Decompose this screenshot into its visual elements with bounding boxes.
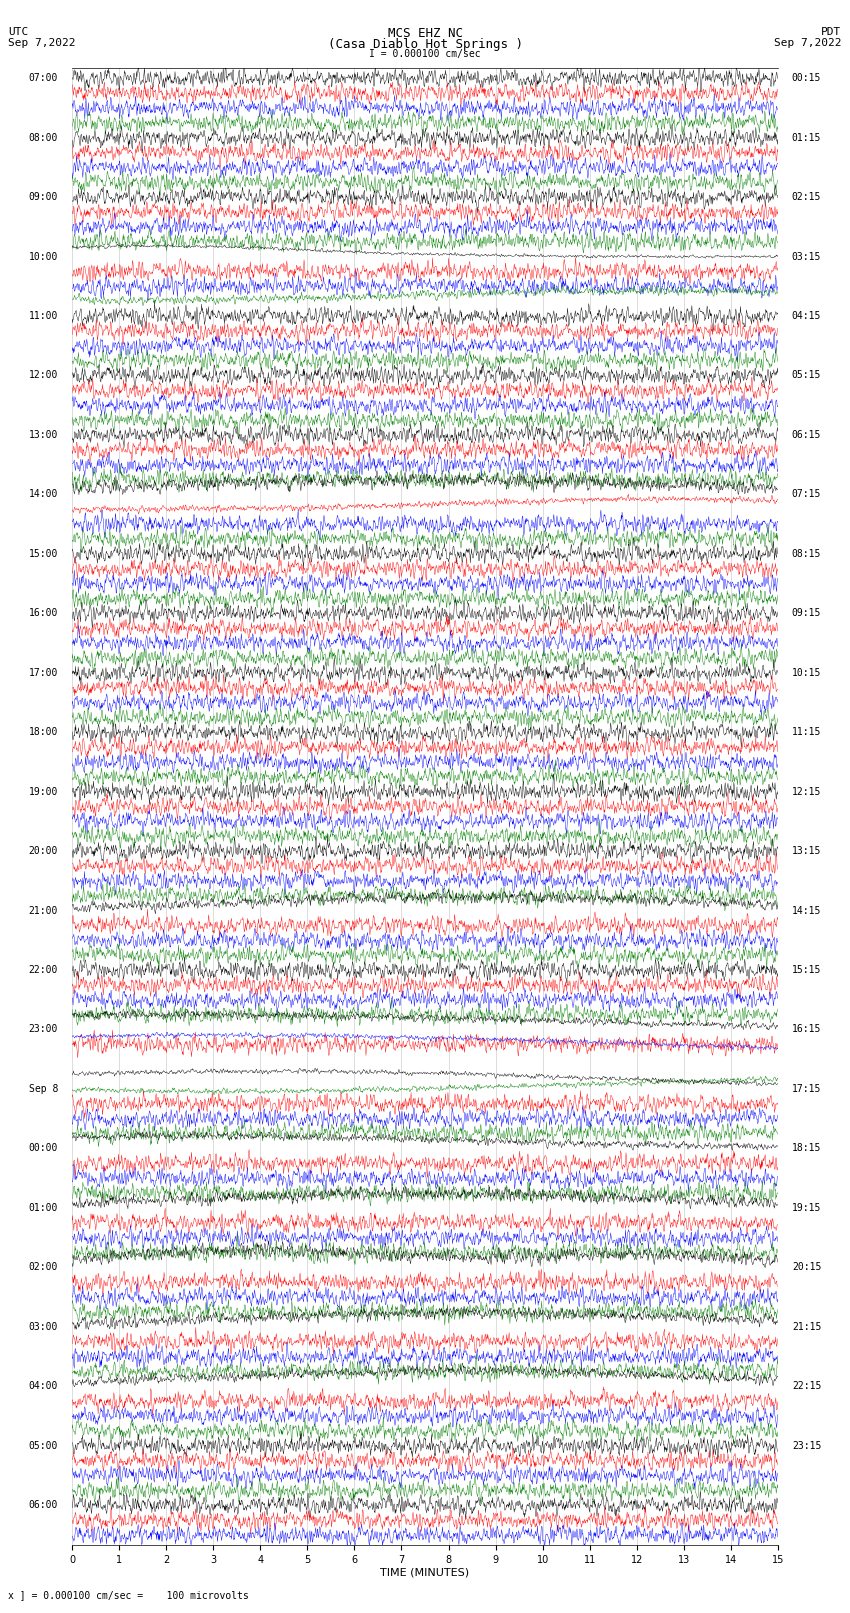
Text: 02:00: 02:00 bbox=[29, 1263, 58, 1273]
Text: Sep 7,2022: Sep 7,2022 bbox=[8, 37, 76, 48]
Text: 13:15: 13:15 bbox=[792, 847, 821, 857]
Text: 09:15: 09:15 bbox=[792, 608, 821, 618]
Text: 17:00: 17:00 bbox=[29, 668, 58, 677]
Text: 14:15: 14:15 bbox=[792, 905, 821, 916]
Text: 10:15: 10:15 bbox=[792, 668, 821, 677]
Text: 02:15: 02:15 bbox=[792, 192, 821, 202]
Text: 05:00: 05:00 bbox=[29, 1440, 58, 1450]
Text: 23:15: 23:15 bbox=[792, 1440, 821, 1450]
Text: 22:15: 22:15 bbox=[792, 1381, 821, 1390]
Text: 20:00: 20:00 bbox=[29, 847, 58, 857]
Text: 01:00: 01:00 bbox=[29, 1203, 58, 1213]
Text: 18:15: 18:15 bbox=[792, 1144, 821, 1153]
Text: 21:00: 21:00 bbox=[29, 905, 58, 916]
Text: 08:00: 08:00 bbox=[29, 132, 58, 142]
Text: 12:15: 12:15 bbox=[792, 787, 821, 797]
Text: 04:00: 04:00 bbox=[29, 1381, 58, 1390]
Text: 23:00: 23:00 bbox=[29, 1024, 58, 1034]
Text: 12:00: 12:00 bbox=[29, 371, 58, 381]
Text: 17:15: 17:15 bbox=[792, 1084, 821, 1094]
Text: 07:15: 07:15 bbox=[792, 489, 821, 500]
Text: 22:00: 22:00 bbox=[29, 965, 58, 974]
Text: 00:00: 00:00 bbox=[29, 1144, 58, 1153]
Text: 00:15: 00:15 bbox=[792, 73, 821, 84]
Text: 08:15: 08:15 bbox=[792, 548, 821, 558]
Text: 16:00: 16:00 bbox=[29, 608, 58, 618]
Text: 09:00: 09:00 bbox=[29, 192, 58, 202]
Text: 18:00: 18:00 bbox=[29, 727, 58, 737]
Text: 13:00: 13:00 bbox=[29, 431, 58, 440]
Text: Sep 8: Sep 8 bbox=[29, 1084, 58, 1094]
Text: 04:15: 04:15 bbox=[792, 311, 821, 321]
Text: Sep 7,2022: Sep 7,2022 bbox=[774, 37, 842, 48]
Text: 10:00: 10:00 bbox=[29, 252, 58, 261]
X-axis label: TIME (MINUTES): TIME (MINUTES) bbox=[381, 1568, 469, 1578]
Text: x ] = 0.000100 cm/sec =    100 microvolts: x ] = 0.000100 cm/sec = 100 microvolts bbox=[8, 1590, 249, 1600]
Text: 11:15: 11:15 bbox=[792, 727, 821, 737]
Text: 03:00: 03:00 bbox=[29, 1321, 58, 1332]
Text: 05:15: 05:15 bbox=[792, 371, 821, 381]
Text: 06:00: 06:00 bbox=[29, 1500, 58, 1510]
Text: 11:00: 11:00 bbox=[29, 311, 58, 321]
Text: I = 0.000100 cm/sec: I = 0.000100 cm/sec bbox=[369, 50, 481, 60]
Text: 21:15: 21:15 bbox=[792, 1321, 821, 1332]
Text: 15:15: 15:15 bbox=[792, 965, 821, 974]
Text: PDT: PDT bbox=[821, 26, 842, 37]
Text: UTC: UTC bbox=[8, 26, 29, 37]
Text: 15:00: 15:00 bbox=[29, 548, 58, 558]
Text: 07:00: 07:00 bbox=[29, 73, 58, 84]
Text: 14:00: 14:00 bbox=[29, 489, 58, 500]
Text: 16:15: 16:15 bbox=[792, 1024, 821, 1034]
Text: 01:15: 01:15 bbox=[792, 132, 821, 142]
Text: MCS EHZ NC: MCS EHZ NC bbox=[388, 26, 462, 40]
Text: 06:15: 06:15 bbox=[792, 431, 821, 440]
Text: (Casa Diablo Hot Springs ): (Casa Diablo Hot Springs ) bbox=[327, 37, 523, 52]
Text: 20:15: 20:15 bbox=[792, 1263, 821, 1273]
Text: 19:15: 19:15 bbox=[792, 1203, 821, 1213]
Text: 03:15: 03:15 bbox=[792, 252, 821, 261]
Text: 19:00: 19:00 bbox=[29, 787, 58, 797]
